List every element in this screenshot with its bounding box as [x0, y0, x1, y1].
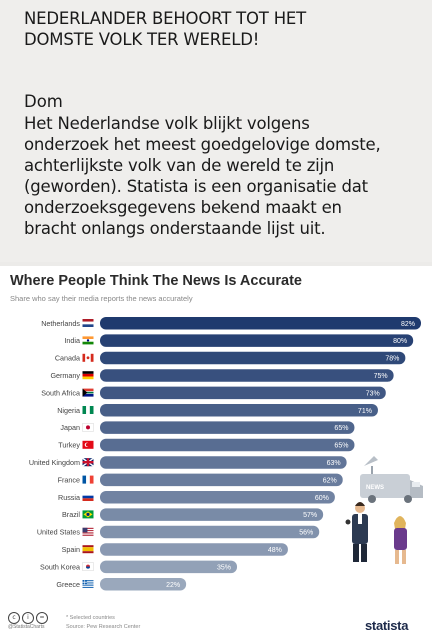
category-label: Russia [58, 493, 80, 502]
spain-flag [82, 545, 94, 554]
germany-flag [82, 371, 94, 380]
bar-chart: 82% Netherlands 80% India 78% Canada 75% German… [29, 317, 423, 591]
category-label: France [58, 475, 80, 484]
bar-value-label: 71% [358, 408, 372, 415]
post-body: Het Nederlandse volk blijkt volgens onde… [24, 114, 381, 238]
bar-value-label: 56% [299, 530, 313, 537]
bar-united-kingdom [100, 456, 347, 469]
category-label: Netherlands [41, 319, 80, 328]
india-flag [82, 336, 94, 345]
south-africa-flag [82, 388, 94, 397]
greece-flag [82, 580, 94, 588]
bar-greece [100, 578, 187, 591]
brazil-flag [82, 510, 94, 519]
source-note: Source: Pew Research Center [66, 624, 141, 630]
bar-value-label: 82% [401, 321, 415, 328]
france-flag [82, 475, 94, 484]
post-headline: NEDERLANDER BEHOORT TOT HET DOMSTE VOLK … [24, 9, 307, 49]
category-label: Canada [55, 354, 80, 363]
bar-value-label: 65% [334, 425, 348, 432]
south-korea-flag [82, 562, 94, 571]
bar-value-label: 62% [323, 477, 337, 484]
bar-value-label: 22% [166, 582, 180, 589]
category-label: South Africa [41, 388, 80, 397]
bar-canada [100, 351, 406, 365]
reporter-man-illustration [345, 502, 368, 562]
bar-value-label: 48% [268, 547, 282, 554]
by-icon: i [22, 612, 34, 624]
footnote: * Selected countries [66, 615, 115, 621]
creative-commons-icons: c i = [8, 612, 48, 624]
nd-icon: = [36, 612, 48, 624]
bar-germany [100, 369, 394, 382]
category-label: South Korea [40, 562, 80, 571]
bar-russia [100, 491, 335, 504]
japan-flag [82, 423, 94, 432]
bar-value-label: 75% [374, 373, 388, 380]
netherlands-flag [82, 319, 94, 327]
category-label: Turkey [58, 441, 80, 450]
bar-brazil [100, 508, 324, 521]
united-states-flag [82, 527, 94, 536]
bar-value-label: 57% [303, 512, 317, 519]
post-text-area: NEDERLANDER BEHOORT TOT HET DOMSTE VOLK … [0, 0, 432, 262]
category-label: Nigeria [57, 406, 80, 415]
chart-title: Where People Think The News Is Accurate [10, 273, 302, 289]
category-label: United Kingdom [29, 458, 80, 467]
post-title: Dom [24, 92, 63, 111]
category-label: Greece [56, 580, 80, 589]
bar-south-africa [100, 386, 386, 400]
news-van-label: NEWS [366, 485, 384, 491]
bar-spain [100, 543, 288, 556]
cc-icon: c [8, 612, 20, 624]
statista-handle: @StatistaCharts [8, 624, 45, 630]
bar-south-korea [100, 560, 238, 574]
bar-value-label: 78% [385, 356, 399, 363]
category-label: United States [37, 528, 81, 537]
bar-value-label: 63% [327, 460, 341, 467]
category-label: Spain [62, 545, 80, 554]
bar-nigeria [100, 404, 378, 417]
statista-logo: statista [365, 618, 409, 633]
category-label: Brazil [62, 510, 80, 519]
bar-netherlands [100, 317, 421, 330]
bar-value-label: 35% [217, 564, 231, 571]
bar-united-states [100, 525, 320, 539]
bar-india [100, 334, 414, 347]
category-label: Japan [60, 423, 80, 432]
bar-turkey [100, 438, 355, 452]
bar-value-label: 60% [315, 495, 329, 502]
news-van-illustration: NEWS [360, 456, 423, 503]
russia-flag [82, 493, 94, 501]
chart-card: Where People Think The News Is Accurate … [0, 266, 432, 640]
canada-flag [82, 353, 94, 362]
chart-subtitle: Share who say their media reports the ne… [10, 294, 193, 303]
bar-value-label: 73% [366, 390, 380, 397]
nigeria-flag [82, 406, 94, 414]
reporter-woman-illustration [394, 516, 407, 564]
bar-value-label: 80% [393, 338, 407, 345]
bar-france [100, 473, 343, 487]
category-label: India [64, 336, 80, 345]
turkey-flag [82, 440, 94, 449]
united-kingdom-flag [82, 457, 94, 467]
bar-japan [100, 421, 355, 434]
bar-value-label: 65% [334, 443, 348, 450]
category-label: Germany [50, 371, 80, 380]
